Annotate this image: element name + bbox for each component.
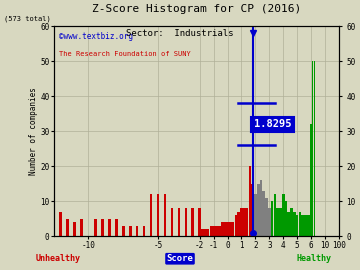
- Bar: [260, 180, 262, 237]
- Bar: [235, 215, 237, 237]
- Text: Healthy: Healthy: [296, 254, 331, 263]
- Bar: [73, 222, 76, 237]
- Bar: [226, 222, 229, 237]
- Bar: [171, 208, 173, 237]
- Bar: [136, 226, 139, 237]
- Y-axis label: Number of companies: Number of companies: [28, 87, 37, 175]
- Bar: [279, 208, 282, 237]
- Bar: [257, 184, 260, 237]
- Text: (573 total): (573 total): [4, 15, 51, 22]
- Bar: [296, 215, 298, 237]
- Bar: [229, 222, 232, 237]
- Bar: [224, 222, 226, 237]
- Bar: [237, 212, 240, 237]
- Text: Sector:  Industrials: Sector: Industrials: [126, 29, 234, 38]
- Bar: [215, 226, 218, 237]
- Bar: [198, 208, 201, 237]
- Text: Score: Score: [167, 254, 193, 263]
- Text: The Research Foundation of SUNY: The Research Foundation of SUNY: [59, 51, 191, 57]
- Bar: [298, 212, 301, 237]
- Text: Unhealthy: Unhealthy: [36, 254, 81, 263]
- Bar: [243, 208, 246, 237]
- Bar: [221, 222, 223, 237]
- Text: ©www.textbiz.org: ©www.textbiz.org: [59, 32, 134, 41]
- Bar: [108, 219, 111, 237]
- Bar: [265, 198, 268, 237]
- Bar: [115, 219, 118, 237]
- Bar: [101, 219, 104, 237]
- Bar: [207, 230, 210, 237]
- Bar: [232, 222, 234, 237]
- Bar: [150, 194, 152, 237]
- Bar: [304, 215, 307, 237]
- Bar: [246, 208, 248, 237]
- Bar: [310, 124, 312, 237]
- Bar: [268, 208, 271, 237]
- Bar: [312, 61, 313, 237]
- Bar: [210, 226, 212, 237]
- Bar: [262, 191, 265, 237]
- Bar: [201, 230, 204, 237]
- Bar: [157, 194, 159, 237]
- Bar: [307, 215, 310, 237]
- Bar: [271, 201, 273, 237]
- Bar: [122, 226, 125, 237]
- Bar: [282, 194, 284, 237]
- Bar: [240, 208, 243, 237]
- Bar: [177, 208, 180, 237]
- Bar: [80, 219, 83, 237]
- Bar: [212, 226, 215, 237]
- Bar: [66, 219, 69, 237]
- Bar: [204, 230, 207, 237]
- Bar: [164, 194, 166, 237]
- Bar: [192, 208, 194, 237]
- Bar: [248, 166, 251, 237]
- Bar: [274, 194, 276, 237]
- Bar: [285, 201, 287, 237]
- Bar: [276, 208, 279, 237]
- Bar: [254, 194, 257, 237]
- Bar: [143, 226, 145, 237]
- Bar: [185, 208, 187, 237]
- Bar: [290, 208, 293, 237]
- Text: 1.8295: 1.8295: [254, 119, 291, 129]
- Bar: [314, 61, 315, 237]
- Bar: [288, 212, 290, 237]
- Title: Z-Score Histogram for CP (2016): Z-Score Histogram for CP (2016): [92, 4, 301, 14]
- Bar: [218, 226, 221, 237]
- Bar: [129, 226, 131, 237]
- Bar: [293, 212, 296, 237]
- Bar: [94, 219, 97, 237]
- Bar: [251, 184, 254, 237]
- Bar: [59, 212, 62, 237]
- Bar: [301, 215, 304, 237]
